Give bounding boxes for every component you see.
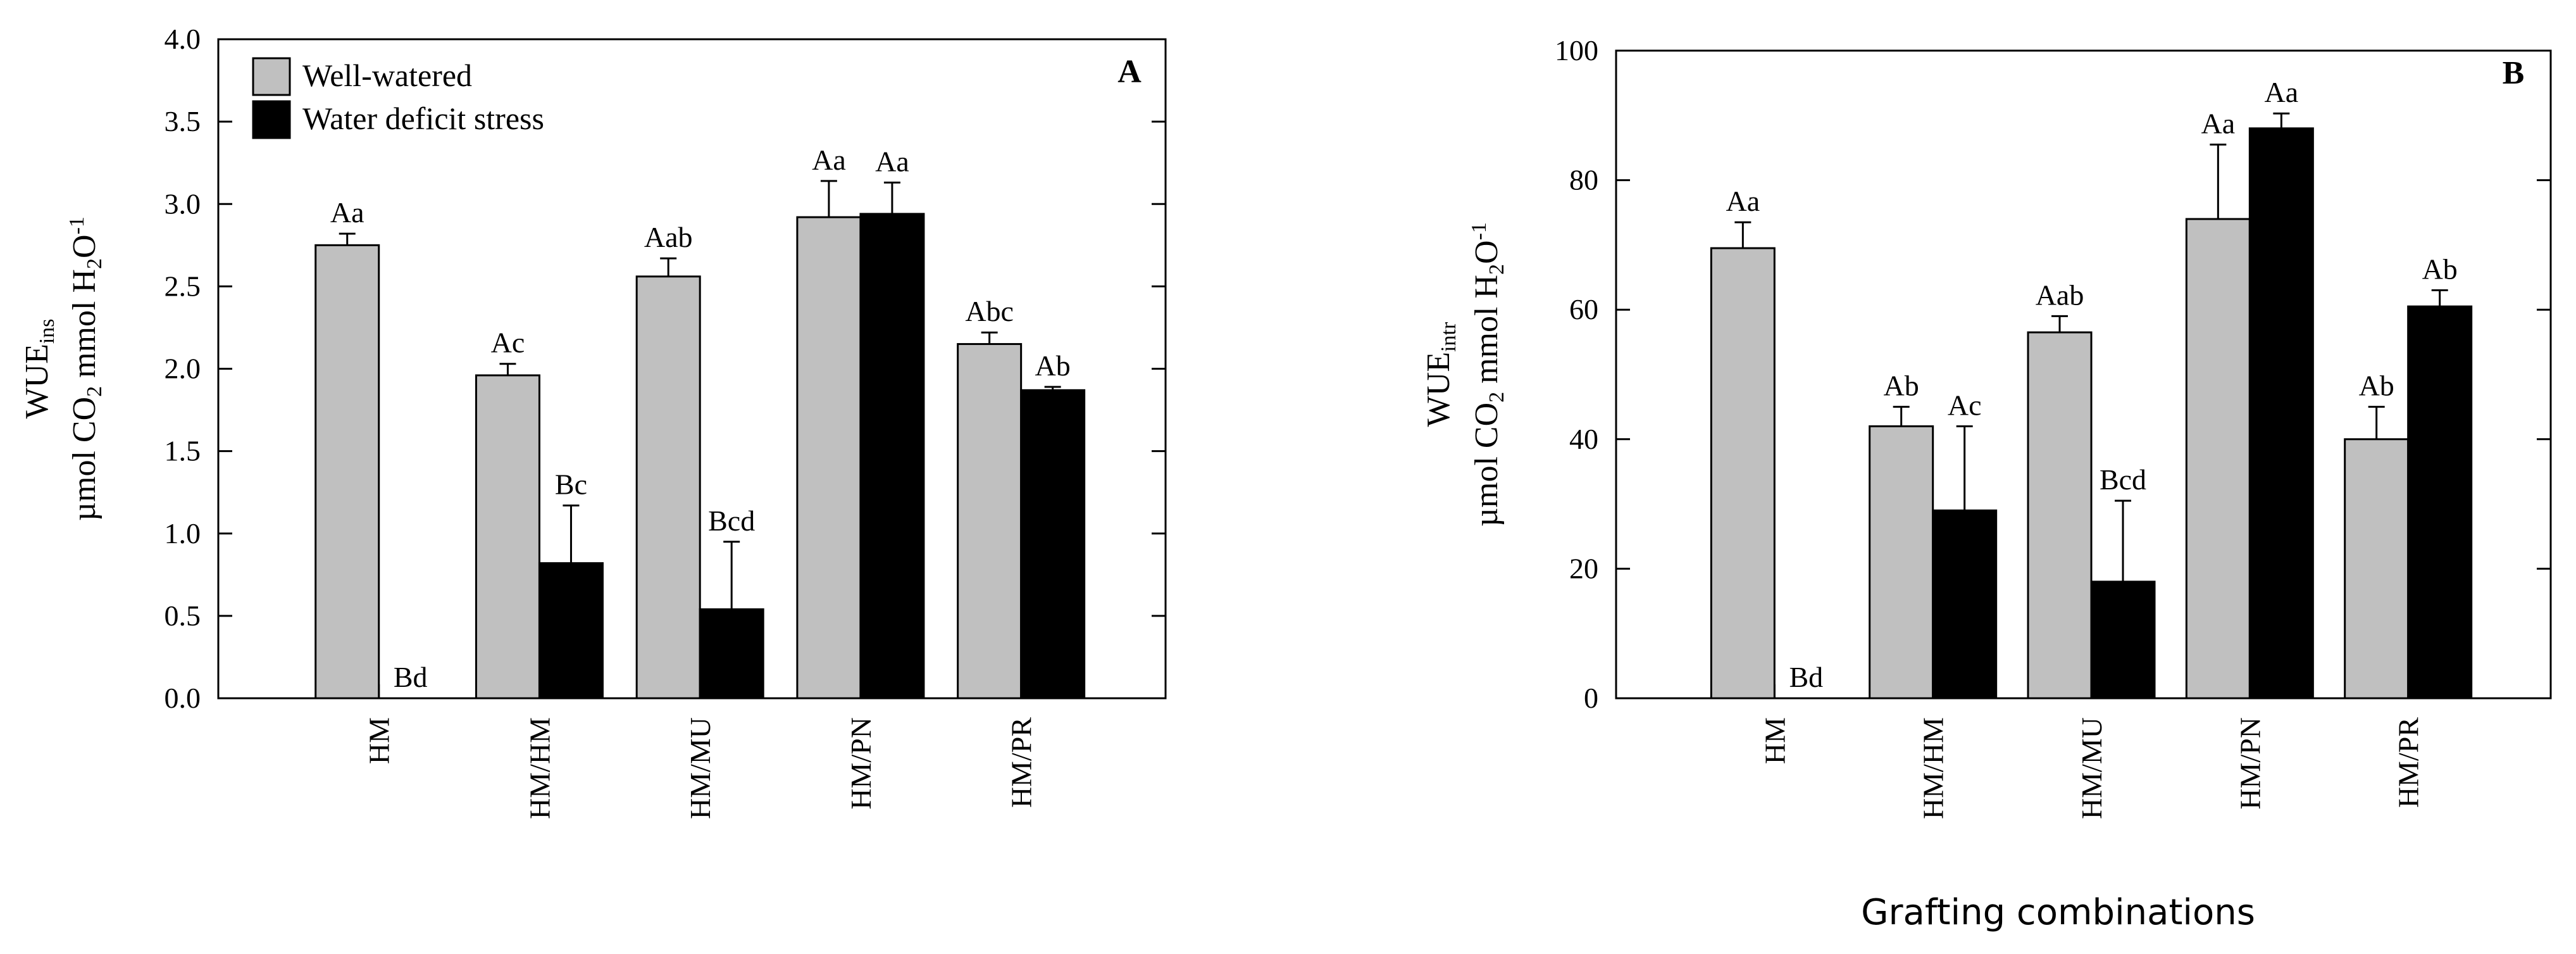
y-axis-unit-part: 2 [1485,392,1509,403]
bar-well-watered [2027,331,2093,700]
bar-well-watered [635,275,701,700]
legend: Well-watered Water deficit stress [252,57,544,139]
y-axis-unit-part: mmol H [66,269,103,386]
y-tick-label: 20 [1569,552,1598,584]
significance-label: Ab [2359,370,2394,402]
x-tick-label: HM [1758,717,1791,764]
bar-water-deficit [699,608,764,700]
bar-well-watered [957,342,1023,700]
bar-water-deficit [859,213,925,700]
bar-well-watered [1869,425,1934,700]
panel-a: 0.0 0.5 1.0 1.5 2.0 2.5 3.0 3.5 4.0 HM Aa Bd HM/HM Ac… [19,23,1167,819]
legend-label: Water deficit stress [302,101,544,136]
significance-label: Ab [1884,370,1919,402]
legend-swatch-water-deficit [252,100,291,139]
y-axis-unit-part: -1 [65,217,89,234]
y-axis-title-main: WUE [1421,352,1457,427]
legend-label: Well-watered [302,58,472,93]
x-tick-label: HM/PR [1005,717,1038,808]
panel-letter: B [2503,55,2525,91]
bar-water-deficit [2248,127,2314,700]
bar-well-watered [1710,247,1776,700]
bar-well-watered [2344,438,2410,700]
significance-label: Aa [875,145,909,177]
y-tick-label: 100 [1555,34,1598,66]
bar-well-watered [796,216,862,700]
significance-label: Bd [1789,661,1823,693]
y-axis-title: WUEintr [1421,322,1460,427]
significance-label: Ab [2422,253,2458,286]
y-axis-unit-part: O [66,234,103,258]
y-tick-label: 1.5 [165,435,201,467]
y-tick-label: 0.5 [165,599,201,632]
y-axis-title-sub: ins [35,318,59,344]
bar-water-deficit [1020,389,1086,700]
significance-label: Aab [644,221,693,253]
x-tick-label: HM/PR [2392,717,2425,808]
y-tick-label: 1.0 [165,517,201,549]
x-tick-label: HM/HM [1917,717,1950,819]
y-axis-unit-part: µmol CO [1469,403,1505,527]
significance-label: Bd [394,661,428,693]
significance-label: Bcd [2100,463,2146,496]
bar-well-watered [2185,218,2251,700]
legend-swatch-well-watered [252,57,291,96]
y-axis-unit-part: -1 [1467,222,1491,240]
significance-label: Ab [1035,349,1071,382]
y-tick-label: 0 [1584,682,1598,714]
x-tick-label: HM [363,717,395,764]
bar-well-watered [475,374,540,700]
significance-label: Bc [555,468,587,501]
y-tick-label: 0.0 [165,682,201,714]
x-tick-label: HM/MU [684,717,716,819]
significance-label: Aa [2265,76,2299,108]
y-axis-unit-part: µmol CO [66,397,103,521]
y-axis-title: WUEins [19,318,59,418]
bar-well-watered [314,244,380,700]
significance-label: Ac [491,327,525,359]
y-axis-unit: µmol CO2 mmol H2O-1 [1467,222,1509,527]
significance-label: Ac [1948,389,1982,421]
y-tick-label: 3.5 [165,105,201,137]
significance-label: Aa [812,144,846,176]
y-axis-unit-part: 2 [83,386,106,397]
bar-water-deficit [2090,581,2156,700]
y-tick-label: 40 [1569,423,1598,455]
significance-label: Aab [2036,279,2084,311]
y-axis-unit-part: 2 [83,258,106,269]
y-tick-label: 60 [1569,293,1598,325]
panel-b: 0 20 40 60 80 100 HM Aa Bd HM/HM Ab Ac HM/MU Aab Bcd HM… [1421,34,2552,819]
bar-water-deficit [538,562,604,700]
significance-label: Bcd [708,505,755,537]
x-tick-label: HM/MU [2075,717,2108,819]
x-tick-label: HM/HM [523,717,556,819]
x-tick-label: HM/PN [845,717,877,810]
y-axis-unit-part: O [1469,240,1505,264]
significance-label: Abc [965,295,1014,327]
significance-label: Aa [2201,107,2236,139]
significance-label: Aa [330,196,364,229]
y-axis-title-main: WUE [19,344,55,418]
panel-letter: A [1117,54,1142,90]
y-axis-unit-part: 2 [1485,264,1509,275]
y-tick-label: 2.5 [165,270,201,302]
y-axis-unit-part: mmol H [1469,275,1505,392]
x-tick-label: HM/PN [2234,717,2266,810]
y-axis-unit: µmol CO2 mmol H2O-1 [65,217,106,521]
y-axis-title-sub: intr [1437,322,1460,352]
bar-water-deficit [1932,509,1998,700]
y-tick-label: 2.0 [165,353,201,385]
bar-water-deficit [2407,305,2473,700]
y-tick-label: 4.0 [165,23,201,55]
significance-label: Aa [1726,185,1760,217]
y-tick-label: 3.0 [165,187,201,220]
x-axis-title: Grafting combinations [1861,892,2255,933]
y-tick-label: 80 [1569,164,1598,196]
